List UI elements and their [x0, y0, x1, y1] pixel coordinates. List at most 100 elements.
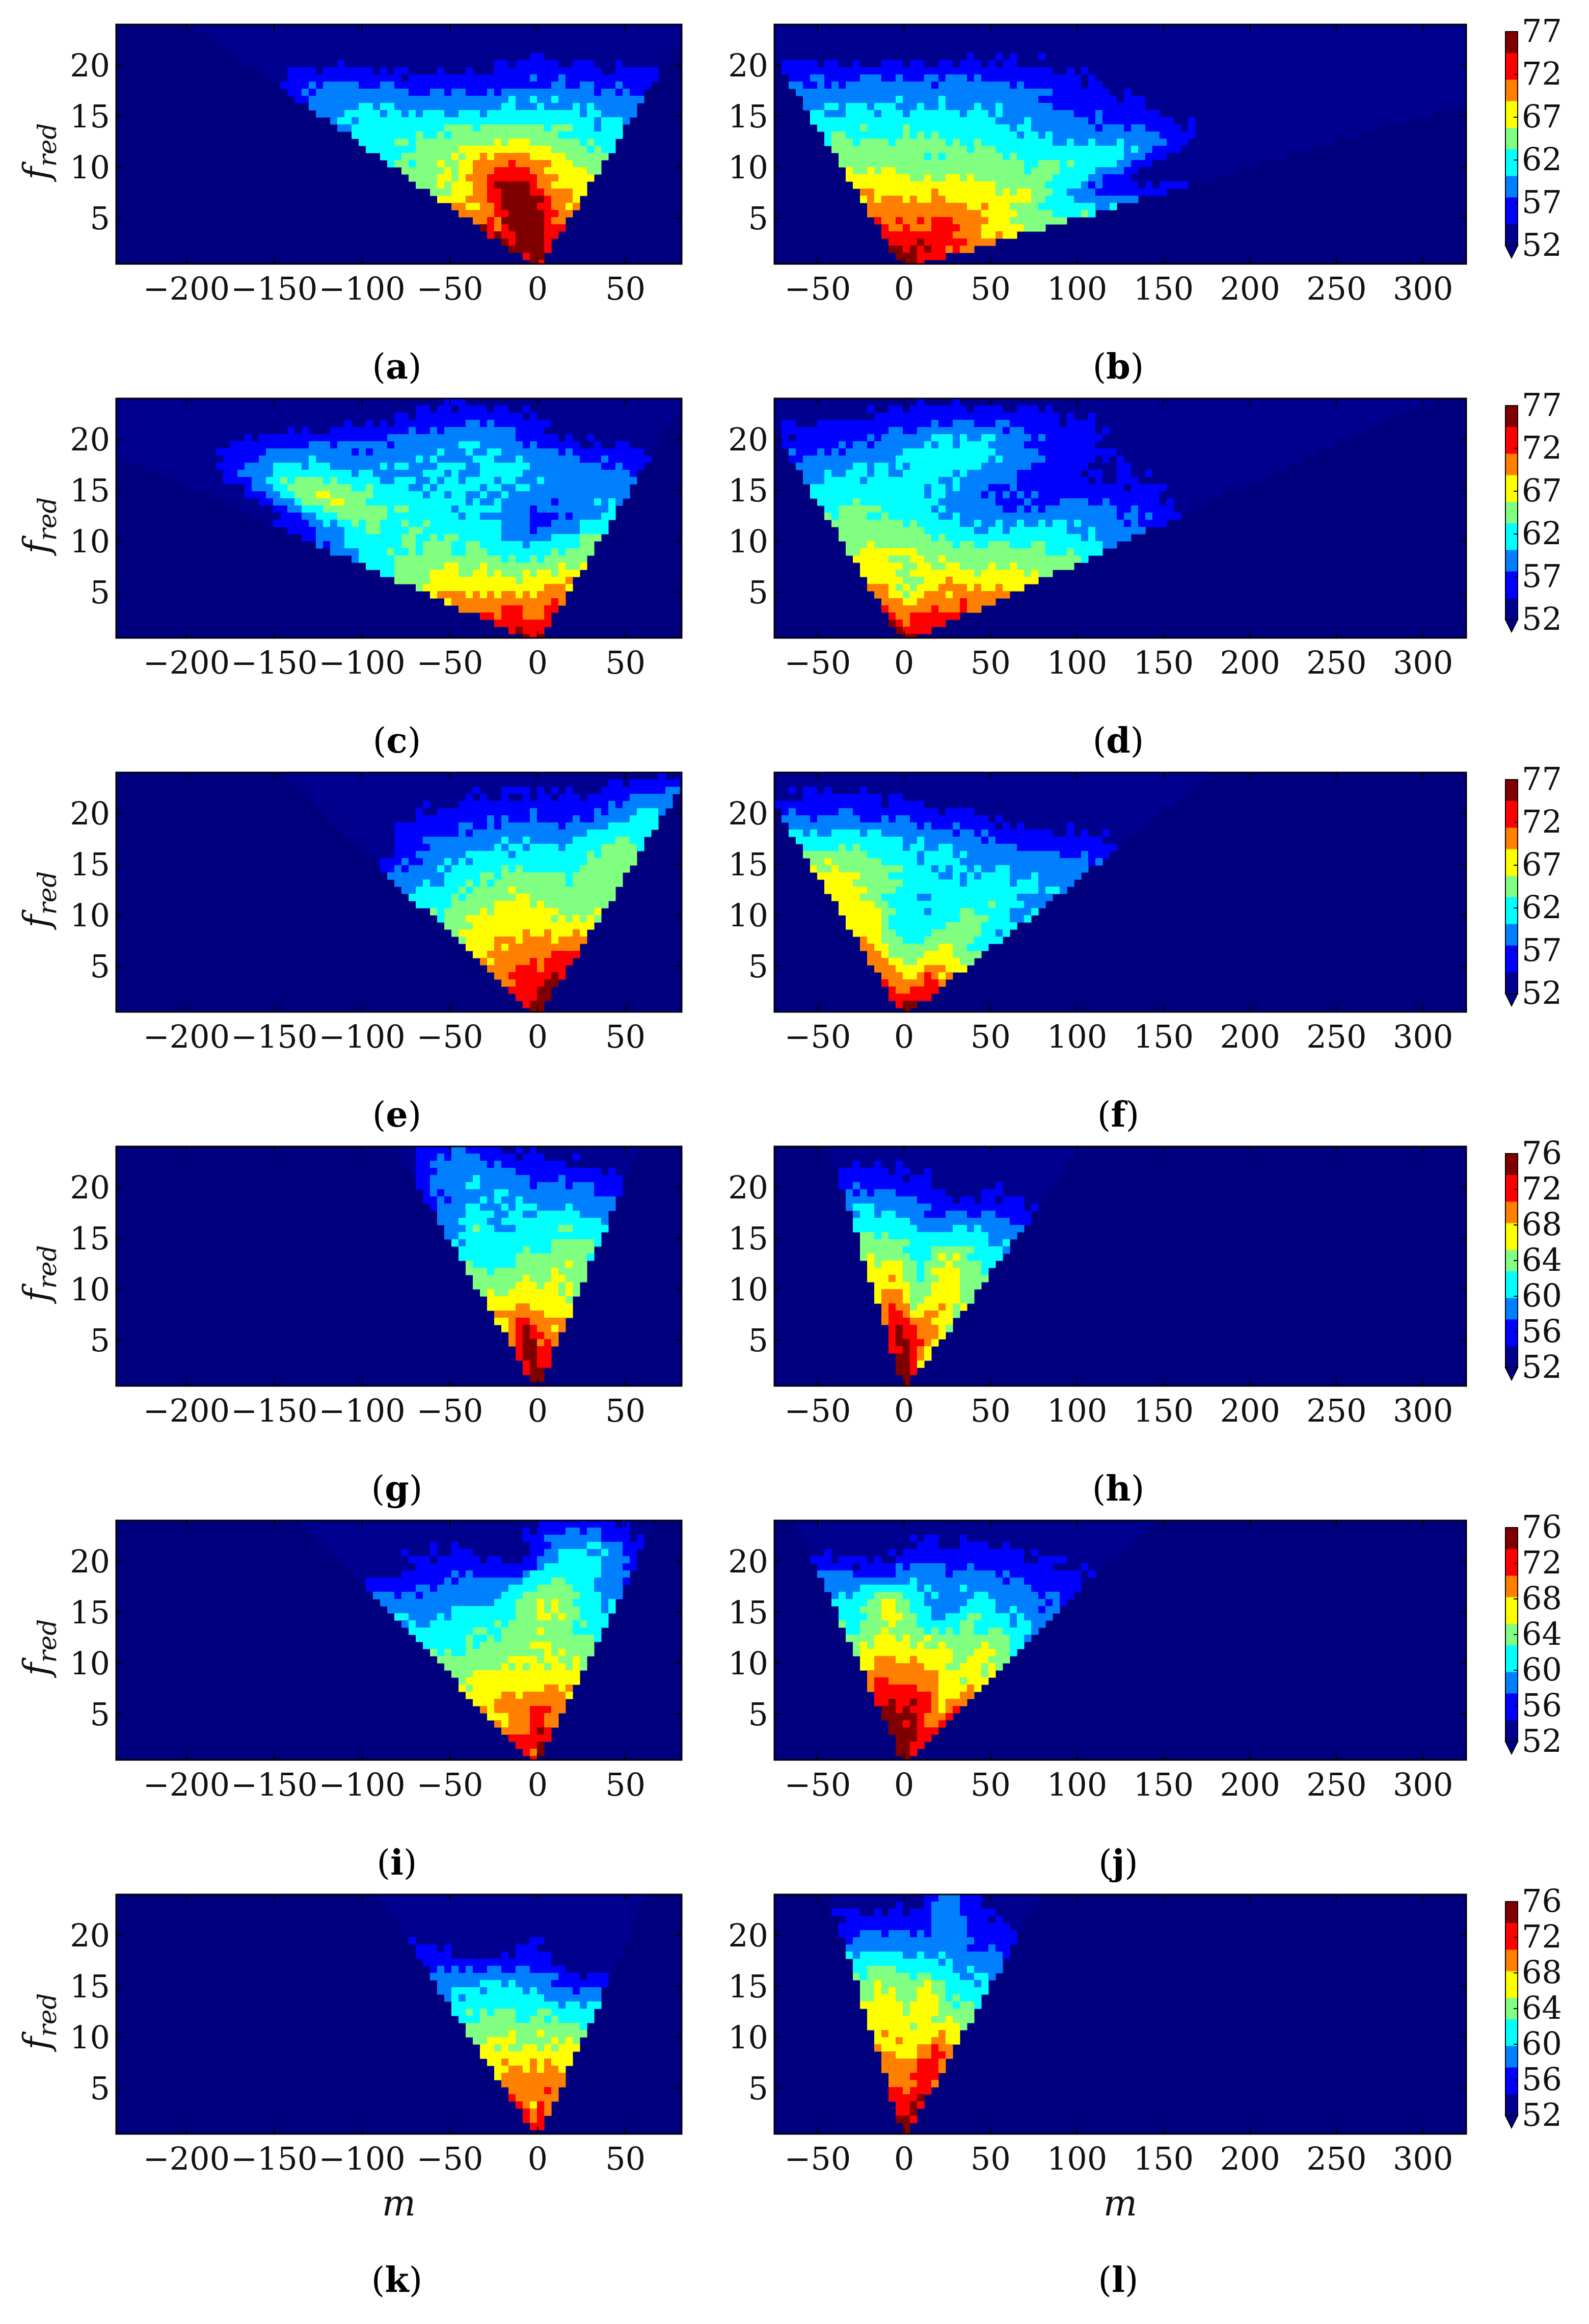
heatmap-cell — [494, 53, 502, 61]
heatmap-cell — [1110, 167, 1117, 175]
heatmap-cell — [466, 153, 473, 161]
x-tick-label: 250 — [1306, 270, 1366, 307]
heatmap-cell — [573, 139, 580, 146]
heatmap-cell — [594, 139, 602, 146]
heatmap-cell — [245, 398, 252, 406]
heatmap-cell — [946, 124, 953, 132]
heatmap-cell — [1095, 181, 1103, 189]
heatmap-cell — [1345, 46, 1353, 54]
heatmap-cell — [924, 60, 932, 68]
heatmap-cell — [1010, 74, 1017, 82]
heatmap-cell — [824, 46, 832, 54]
heatmap-cell — [551, 224, 559, 232]
heatmap-cell — [516, 74, 523, 82]
heatmap-cell — [508, 203, 516, 210]
heatmap-cell — [946, 46, 953, 54]
heatmap-cell — [1138, 189, 1146, 196]
heatmap-cell — [601, 441, 609, 449]
heatmap-cell — [544, 420, 552, 428]
heatmap-cell — [523, 505, 530, 513]
heatmap-cell — [409, 441, 416, 449]
heatmap-cell — [917, 181, 925, 189]
heatmap-cell — [839, 153, 846, 161]
heatmap-cell — [508, 505, 516, 513]
heatmap-cell — [373, 24, 381, 32]
heatmap-cell — [394, 413, 402, 420]
heatmap-cell — [1195, 96, 1203, 103]
heatmap-cell — [1381, 53, 1388, 61]
heatmap-cell — [580, 491, 587, 499]
heatmap-cell — [1102, 110, 1110, 118]
heatmap-cell — [1316, 32, 1324, 39]
colorbar-segment — [1505, 197, 1518, 203]
heatmap-cell — [1331, 96, 1338, 103]
heatmap-cell — [330, 110, 338, 118]
heatmap-cell — [344, 470, 352, 477]
heatmap-cell — [995, 181, 1003, 189]
heatmap-cell — [1138, 103, 1146, 111]
heatmap-cell — [451, 398, 459, 406]
heatmap-cell — [494, 548, 502, 556]
heatmap-cell — [394, 527, 402, 535]
heatmap-cell — [473, 160, 480, 168]
heatmap-cell — [1081, 46, 1089, 54]
heatmap-cell — [337, 103, 345, 111]
heatmap-cell — [580, 448, 587, 456]
heatmap-cell — [874, 124, 882, 132]
heatmap-cell — [1160, 39, 1167, 46]
heatmap-cell — [903, 96, 910, 103]
heatmap-cell — [587, 548, 595, 556]
heatmap-cell — [565, 117, 573, 125]
heatmap-cell — [587, 470, 595, 477]
heatmap-cell — [587, 89, 595, 96]
heatmap-cell — [1431, 60, 1438, 68]
heatmap-cell — [409, 484, 416, 492]
heatmap-cell — [195, 456, 202, 463]
heatmap-cell — [366, 413, 373, 420]
heatmap-cell — [409, 534, 416, 542]
colorbar-segment — [1505, 53, 1518, 59]
heatmap-cell — [401, 470, 409, 477]
heatmap-cell — [401, 53, 409, 61]
heatmap-cell — [459, 584, 466, 592]
heatmap-cell — [1003, 231, 1010, 239]
heatmap-cell — [359, 117, 366, 125]
heatmap-cell — [1245, 153, 1253, 161]
heatmap-cell — [860, 82, 868, 89]
heatmap-cell — [924, 24, 932, 32]
heatmap-cell — [487, 527, 495, 535]
heatmap-cell — [981, 32, 989, 39]
heatmap-cell — [1259, 124, 1267, 132]
heatmap-cell — [573, 548, 580, 556]
heatmap-cell — [487, 406, 495, 413]
heatmap-cell — [1152, 67, 1160, 75]
heatmap-cell — [1309, 39, 1317, 46]
heatmap-cell — [337, 427, 345, 435]
heatmap-cell — [444, 555, 452, 563]
heatmap-cell — [551, 60, 559, 68]
heatmap-cell — [573, 463, 580, 470]
heatmap-cell — [1095, 39, 1103, 46]
heatmap-cell — [380, 110, 388, 118]
heatmap-cell — [551, 96, 559, 103]
heatmap-cell — [352, 534, 359, 542]
heatmap-cell — [1209, 53, 1217, 61]
heatmap-cell — [516, 584, 523, 592]
heatmap-cell — [967, 67, 975, 75]
heatmap-cell — [1252, 139, 1260, 146]
heatmap-cell — [1324, 46, 1331, 54]
heatmap-cell — [309, 46, 316, 54]
heatmap-cell — [1252, 96, 1260, 103]
heatmap-cell — [273, 406, 281, 413]
heatmap-cell — [623, 463, 630, 470]
heatmap-cell — [1338, 39, 1345, 46]
heatmap-cell — [644, 24, 652, 32]
colorbar-tick-label: 62 — [1522, 141, 1562, 178]
heatmap-cell — [523, 527, 530, 535]
heatmap-cell — [831, 124, 839, 132]
heatmap-cell — [466, 146, 473, 153]
heatmap-cell — [888, 46, 896, 54]
heatmap-cell — [380, 520, 388, 527]
heatmap-cell — [1124, 167, 1132, 175]
heatmap-cell — [366, 67, 373, 75]
